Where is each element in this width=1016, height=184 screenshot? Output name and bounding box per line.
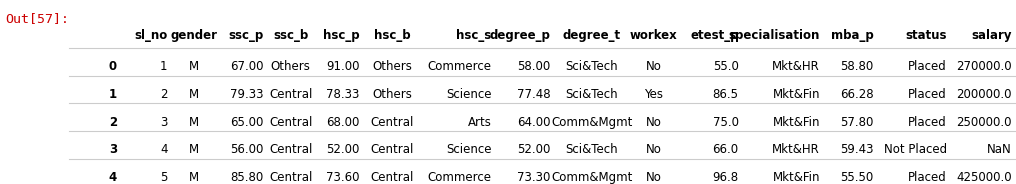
Text: M: M [189,116,198,129]
Text: 250000.0: 250000.0 [956,116,1012,129]
Text: Mkt&HR: Mkt&HR [772,60,820,73]
Text: Central: Central [371,171,414,184]
Text: mba_p: mba_p [831,29,874,42]
Text: 67.00: 67.00 [230,60,263,73]
Text: 78.33: 78.33 [326,88,360,101]
Text: salary: salary [971,29,1012,42]
Text: 58.80: 58.80 [840,60,874,73]
Text: 4: 4 [109,171,117,184]
Text: M: M [189,88,198,101]
Text: status: status [905,29,947,42]
Text: Others: Others [372,60,412,73]
Text: Central: Central [269,143,312,156]
Text: Out[57]:: Out[57]: [5,13,69,25]
Text: Mkt&Fin: Mkt&Fin [772,88,820,101]
Text: 3: 3 [161,116,168,129]
Text: 96.8: 96.8 [712,171,739,184]
Text: 2: 2 [161,88,168,101]
Text: 1: 1 [161,60,168,73]
Text: Commerce: Commerce [428,60,492,73]
Text: ssc_p: ssc_p [228,29,263,42]
Text: Yes: Yes [644,88,663,101]
Text: Central: Central [269,88,312,101]
Text: Placed: Placed [908,171,947,184]
Text: 68.00: 68.00 [326,116,360,129]
Text: 4: 4 [161,143,168,156]
Text: 5: 5 [161,171,168,184]
Text: No: No [646,60,661,73]
Text: Arts: Arts [468,116,492,129]
Text: 425000.0: 425000.0 [956,171,1012,184]
Text: 65.00: 65.00 [230,116,263,129]
Text: 85.80: 85.80 [230,171,263,184]
Text: Others: Others [270,60,311,73]
Text: No: No [646,171,661,184]
Text: M: M [189,171,198,184]
Text: NaN: NaN [988,143,1012,156]
Text: hsc_b: hsc_b [374,29,410,42]
Text: degree_p: degree_p [490,29,551,42]
Text: Comm&Mgmt: Comm&Mgmt [551,171,633,184]
Text: Placed: Placed [908,60,947,73]
Text: 77.48: 77.48 [517,88,551,101]
Text: M: M [189,60,198,73]
Text: 91.00: 91.00 [326,60,360,73]
Text: Sci&Tech: Sci&Tech [566,88,618,101]
Text: Mkt&Fin: Mkt&Fin [772,171,820,184]
Text: 79.33: 79.33 [230,88,263,101]
Text: gender: gender [170,29,217,42]
Text: 56.00: 56.00 [230,143,263,156]
Text: sl_no: sl_no [134,29,168,42]
Text: Commerce: Commerce [428,171,492,184]
Text: Not Placed: Not Placed [884,143,947,156]
Text: Central: Central [269,116,312,129]
Text: 75.0: 75.0 [712,116,739,129]
Text: M: M [189,143,198,156]
Text: 0: 0 [109,60,117,73]
Text: Science: Science [446,143,492,156]
Text: Sci&Tech: Sci&Tech [566,60,618,73]
Text: 58.00: 58.00 [517,60,551,73]
Text: 52.00: 52.00 [517,143,551,156]
Text: Sci&Tech: Sci&Tech [566,143,618,156]
Text: 52.00: 52.00 [326,143,360,156]
Text: specialisation: specialisation [728,29,820,42]
Text: No: No [646,116,661,129]
Text: 66.0: 66.0 [712,143,739,156]
Text: Central: Central [269,171,312,184]
Text: 55.0: 55.0 [713,60,739,73]
Text: Central: Central [371,116,414,129]
Text: etest_p: etest_p [690,29,739,42]
Text: 1: 1 [109,88,117,101]
Text: hsc_p: hsc_p [323,29,360,42]
Text: Others: Others [372,88,412,101]
Text: Science: Science [446,88,492,101]
Text: 73.30: 73.30 [517,171,551,184]
Text: 59.43: 59.43 [840,143,874,156]
Text: Comm&Mgmt: Comm&Mgmt [551,116,633,129]
Text: 55.50: 55.50 [840,171,874,184]
Text: 86.5: 86.5 [712,88,739,101]
Text: degree_t: degree_t [563,29,621,42]
Text: hsc_s: hsc_s [456,29,492,42]
Text: 3: 3 [109,143,117,156]
Text: Placed: Placed [908,88,947,101]
Text: Placed: Placed [908,116,947,129]
Text: 64.00: 64.00 [517,116,551,129]
Text: 57.80: 57.80 [840,116,874,129]
Text: No: No [646,143,661,156]
Text: ssc_b: ssc_b [273,29,308,42]
Text: 270000.0: 270000.0 [956,60,1012,73]
Text: 66.28: 66.28 [840,88,874,101]
Text: Mkt&Fin: Mkt&Fin [772,116,820,129]
Text: 73.60: 73.60 [326,171,360,184]
Text: Mkt&HR: Mkt&HR [772,143,820,156]
Text: Central: Central [371,143,414,156]
Text: 200000.0: 200000.0 [956,88,1012,101]
Text: workex: workex [630,29,678,42]
Text: 2: 2 [109,116,117,129]
